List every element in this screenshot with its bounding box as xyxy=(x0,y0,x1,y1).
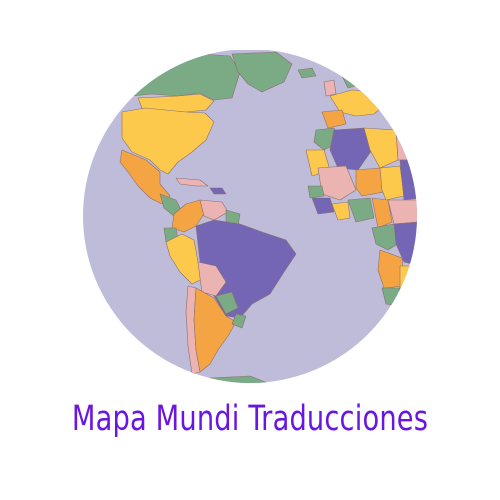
chad-region xyxy=(379,165,405,201)
senegal-region xyxy=(307,185,325,199)
uk-island xyxy=(323,79,337,97)
uruguay-region xyxy=(231,313,247,329)
cuba-island xyxy=(175,177,209,187)
venezuela-region xyxy=(199,199,229,221)
egypt-region xyxy=(395,129,417,161)
hispaniola-island xyxy=(209,187,227,195)
iceland-island xyxy=(297,67,317,79)
mexico-region xyxy=(119,149,171,205)
libya-region xyxy=(363,127,399,169)
niger-region xyxy=(355,167,385,197)
antarctica-region xyxy=(209,375,271,383)
canada-region xyxy=(119,51,241,101)
cameroon-region xyxy=(371,197,393,229)
argentina-region xyxy=(193,287,237,373)
paraguay-region xyxy=(215,291,239,315)
nigeria-region xyxy=(347,197,375,223)
brand-name: Mapa Mundi Traducciones xyxy=(71,399,429,439)
iberia-region xyxy=(321,109,347,129)
gulf-coast-region xyxy=(331,201,351,221)
world-globe-icon xyxy=(83,50,417,383)
guinea-region xyxy=(311,197,335,215)
greenland-region xyxy=(231,51,293,93)
usa-region xyxy=(121,107,215,175)
central-africa-region xyxy=(387,199,417,225)
southern-africa-region xyxy=(399,265,417,301)
angola-region xyxy=(377,249,405,289)
